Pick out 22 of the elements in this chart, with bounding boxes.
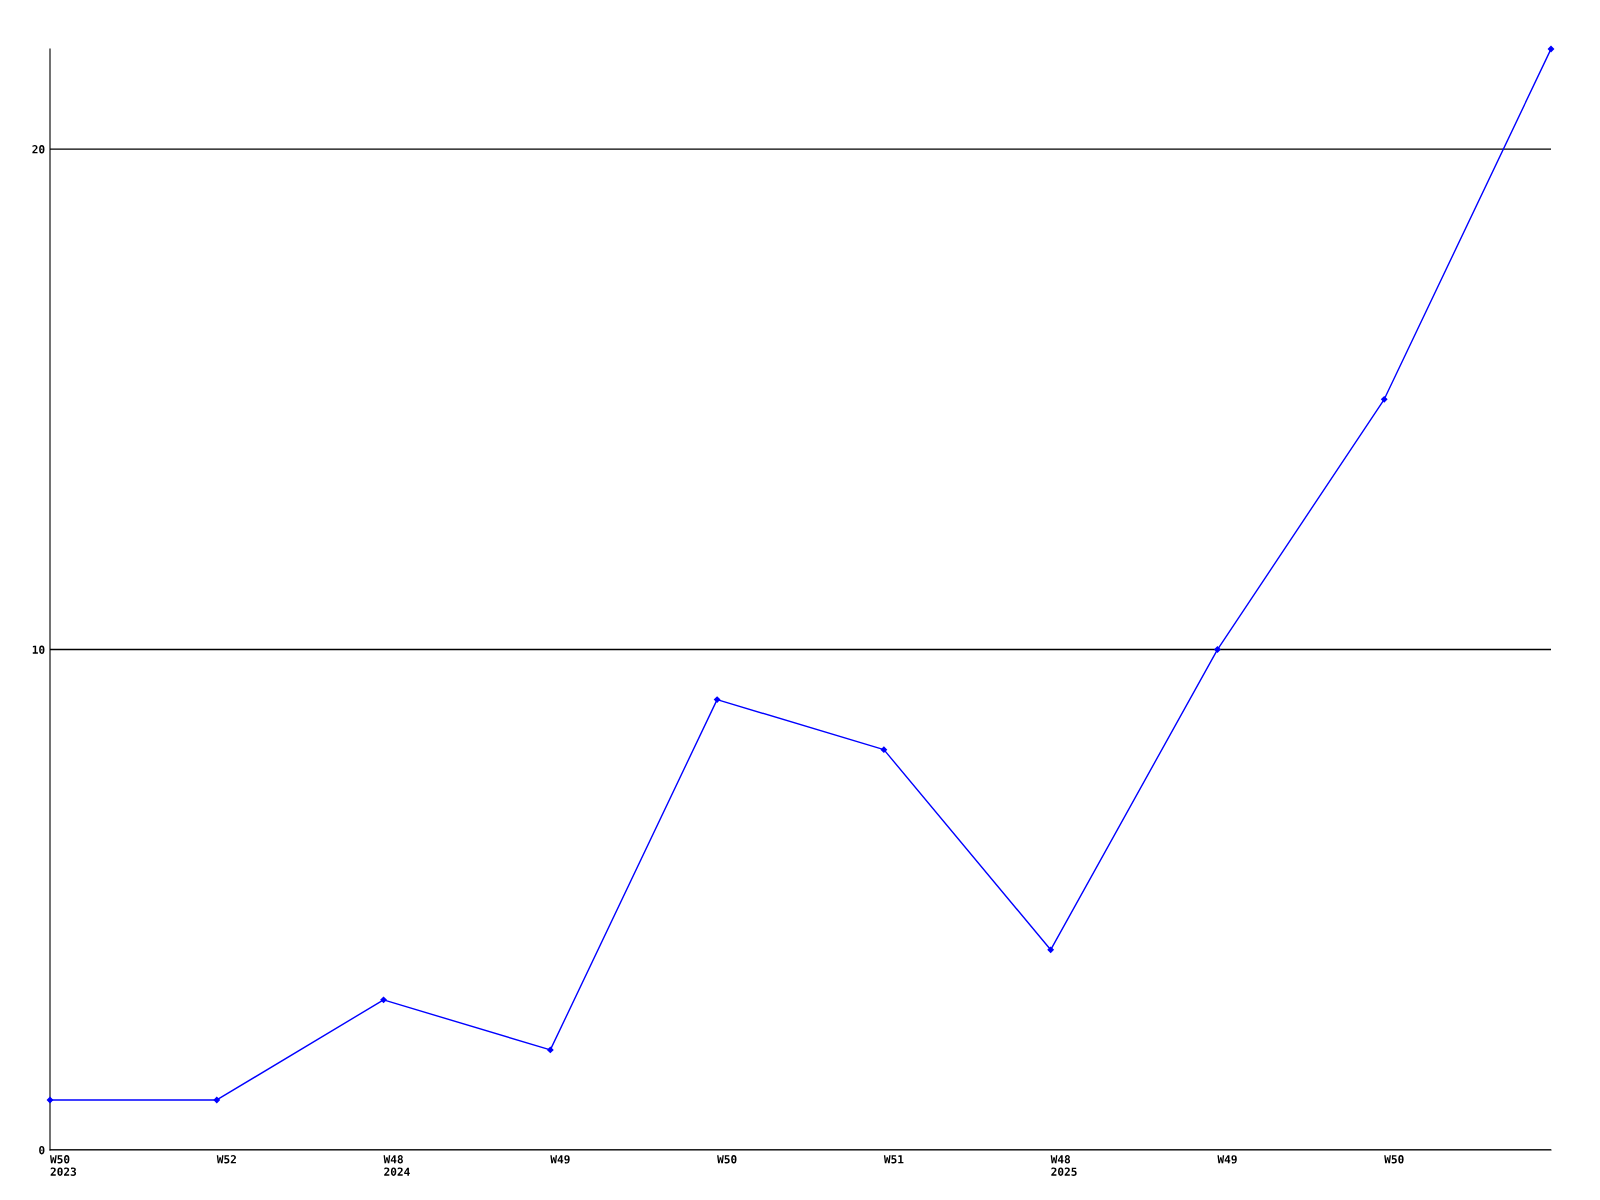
y-tick-label: 0 (39, 1145, 45, 1155)
x-tick-label: W51 (883, 1155, 904, 1164)
point (880, 746, 888, 753)
point (713, 696, 721, 703)
point (380, 996, 387, 1004)
x-tick-label: W50 (1384, 1155, 1404, 1164)
point (1547, 45, 1555, 53)
x-tick-label: W48 2025 (1050, 1155, 1077, 1176)
point (1381, 396, 1388, 403)
x-tick-label: W48 2024 (383, 1155, 410, 1176)
y-tick-label: 20 (32, 145, 45, 154)
point (1214, 646, 1221, 653)
y-tick-label: 10 (32, 645, 45, 654)
point (213, 1096, 220, 1104)
x-tick-label: W49 (550, 1155, 570, 1164)
x-tick-label: W50 (717, 1155, 737, 1164)
point (46, 1096, 54, 1104)
x-tick-label: W52 (216, 1155, 236, 1164)
point (547, 1046, 554, 1054)
x-tick-label: W50 2023 (50, 1155, 77, 1176)
point (1047, 946, 1054, 953)
x-tick-label: W49 (1217, 1155, 1237, 1164)
